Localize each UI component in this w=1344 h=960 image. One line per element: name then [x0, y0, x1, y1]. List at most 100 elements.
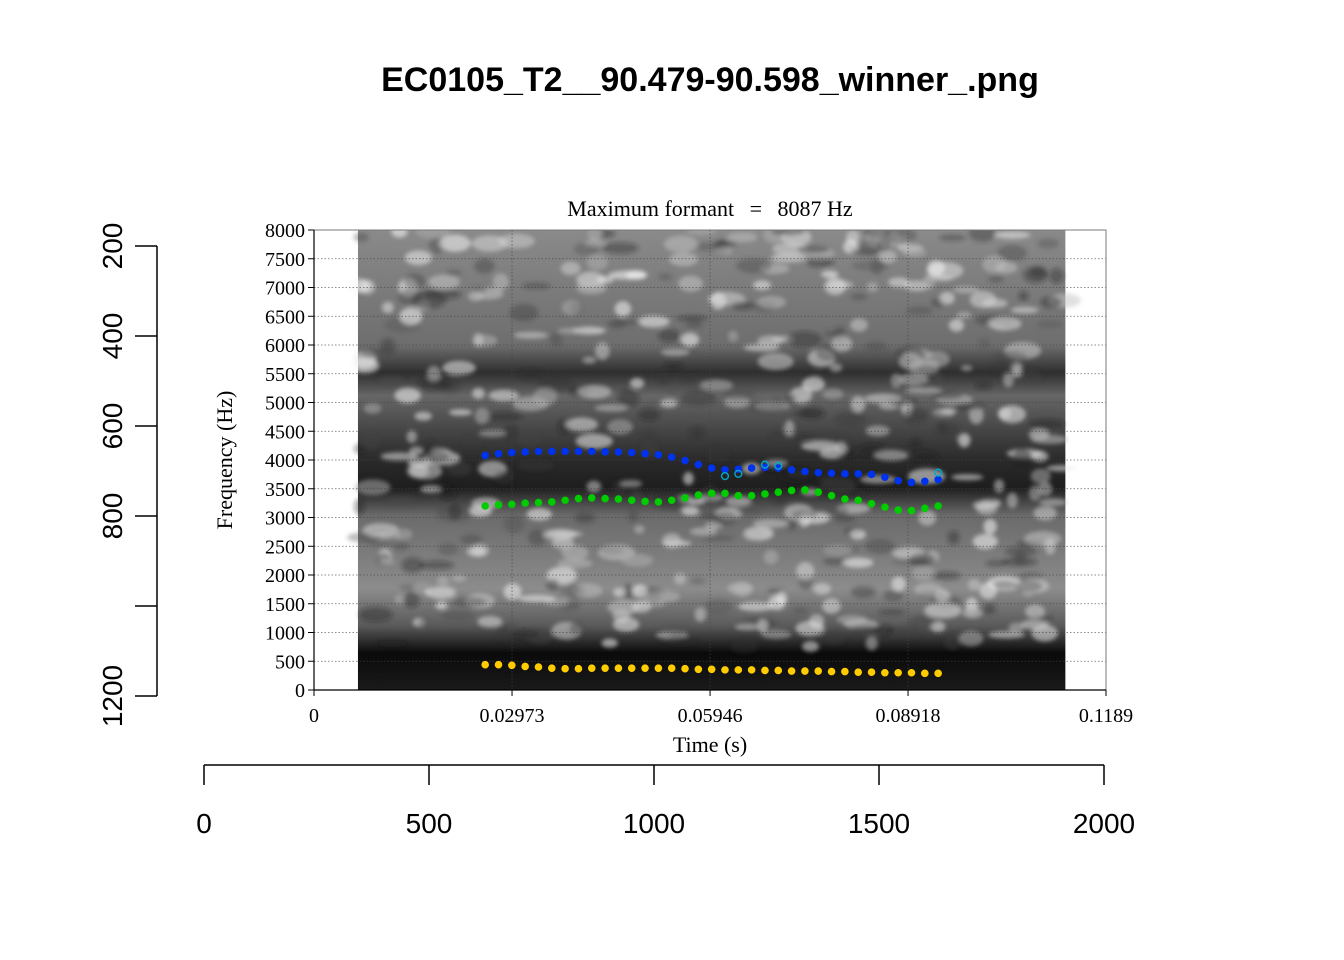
formant-point — [934, 502, 942, 510]
left-axis-tick-label: 600 — [97, 403, 128, 450]
y-tick-label: 2000 — [265, 565, 305, 587]
chart-title-left: Maximum formant — [567, 196, 734, 221]
spectrogram-image — [347, 230, 1082, 690]
bottom-axis-tick-label: 500 — [406, 808, 453, 839]
formant-point — [641, 497, 649, 506]
formant-point — [801, 667, 809, 675]
formant-point — [521, 448, 529, 456]
left-axis-tick-label: 400 — [97, 313, 128, 360]
x-axis-label: Time (s) — [673, 732, 747, 757]
chart-title: Maximum formant = 8087 Hz — [567, 196, 853, 221]
formant-point — [694, 665, 703, 674]
formant-point — [521, 499, 529, 507]
formant-point — [574, 447, 583, 456]
formant-point — [907, 506, 916, 515]
formant-point — [787, 667, 796, 675]
formant-point — [934, 468, 943, 477]
formant-point — [734, 469, 743, 478]
left-axis-tick-label: 200 — [97, 223, 128, 270]
y-tick-label: 7000 — [265, 278, 305, 300]
formant-point — [547, 664, 556, 672]
formant-point — [881, 473, 889, 482]
formant-point — [854, 469, 863, 478]
formant-point — [641, 664, 649, 672]
formant-point — [654, 498, 663, 506]
formant-point — [894, 668, 902, 677]
y-tick-label: 4000 — [265, 450, 305, 472]
formant-point — [707, 665, 716, 674]
y-tick-label: 6500 — [265, 306, 305, 328]
formant-point — [734, 491, 743, 500]
y-tick-label: 3500 — [265, 479, 305, 501]
formant-point — [894, 506, 902, 514]
formant-point — [694, 491, 703, 499]
y-tick-label: 1000 — [265, 623, 305, 645]
formant-point — [827, 491, 836, 500]
spectrogram-texture — [347, 230, 1082, 654]
formant-point — [720, 472, 730, 481]
formant-point — [547, 447, 556, 456]
formant-point — [521, 662, 529, 671]
formant-point — [801, 486, 809, 494]
formant-point — [787, 465, 796, 474]
formant-point — [561, 447, 569, 456]
formant-point — [681, 456, 689, 465]
formant-point — [601, 448, 609, 456]
formant-point — [574, 494, 583, 503]
formant-point — [508, 500, 516, 509]
y-tick-label: 3000 — [265, 508, 305, 530]
formant-point — [934, 475, 942, 484]
formant-point — [561, 496, 569, 505]
bottom-axis-tick-label: 2000 — [1073, 808, 1135, 839]
formant-point — [547, 498, 556, 506]
formant-point — [827, 469, 836, 478]
x-axis: 0 0.02973 0.05946 0.08918 0.1189 — [309, 689, 1133, 727]
formant-point — [787, 486, 796, 495]
formant-point — [814, 488, 823, 497]
y-axis: 0 500 1000 1500 2000 2500 3000 3500 4000 4500 5000… — [265, 220, 315, 702]
formant-point — [707, 489, 716, 498]
formant-point — [494, 449, 503, 458]
formant-point — [747, 464, 756, 472]
formant-point — [481, 451, 489, 460]
formant-point — [867, 668, 876, 676]
outer-bottom-axis: 0 500 1000 1500 2000 — [196, 764, 1135, 839]
y-tick-label: 7500 — [265, 249, 305, 271]
formant-point — [907, 668, 916, 677]
chart-title-eq: = — [750, 196, 762, 221]
formant-point — [587, 664, 596, 672]
formant-point — [694, 460, 703, 469]
formant-series-1 — [481, 660, 942, 678]
formant-point — [627, 448, 636, 457]
formant-point — [534, 498, 543, 507]
formant-point — [854, 668, 863, 676]
x-tick-label: 0.08918 — [876, 705, 941, 727]
formant-point — [774, 666, 783, 675]
formant-point — [681, 664, 689, 673]
formant-point — [534, 663, 543, 671]
formant-point — [574, 664, 583, 673]
grid-lines — [314, 230, 1106, 690]
bottom-axis-tick-label: 1500 — [848, 808, 910, 839]
y-tick-label: 1500 — [265, 594, 305, 616]
formant-point — [814, 667, 823, 675]
formant-point — [534, 447, 543, 456]
formant-point — [761, 666, 769, 675]
formant-point — [721, 489, 729, 498]
formant-point — [774, 488, 783, 497]
chart-title-right: 8087 Hz — [778, 196, 853, 221]
bottom-axis-tick-label: 1000 — [623, 808, 685, 839]
formant-point — [734, 666, 743, 674]
formant-point — [747, 491, 756, 500]
x-tick-label: 0.02973 — [480, 705, 545, 727]
x-tick-label: 0.1189 — [1079, 705, 1133, 727]
formant-point — [654, 664, 663, 672]
y-tick-label: 2500 — [265, 536, 305, 558]
y-tick-label: 5000 — [265, 393, 305, 415]
formant-point — [707, 464, 716, 472]
y-tick-label: 5500 — [265, 364, 305, 386]
spectrogram-chart: Maximum formant = 8087 Hz 0 500 1000 1500 20… — [212, 196, 1133, 757]
formant-point — [881, 668, 889, 677]
formant-point — [854, 496, 863, 505]
